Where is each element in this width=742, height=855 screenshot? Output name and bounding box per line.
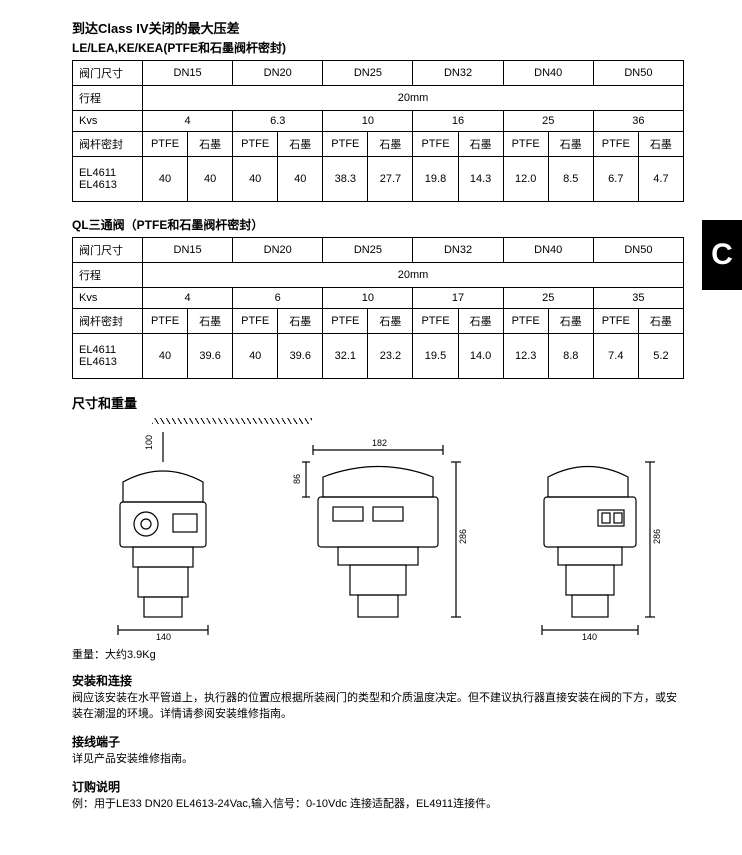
table2-subtitle: QL三通阀（PTFE和石墨阀杆密封） <box>72 216 684 233</box>
table-row: 阀门尺寸 DN15 DN20 DN25 DN32 DN40 DN50 <box>73 61 684 86</box>
pressure-table-1: 阀门尺寸 DN15 DN20 DN25 DN32 DN40 DN50 行程 20… <box>72 60 684 202</box>
order-heading: 订购说明 <box>72 778 684 795</box>
wiring-text: 详见产品安装维修指南。 <box>72 752 684 768</box>
table-row: EL4611 EL4613 4040 4040 38.327.7 19.814.… <box>73 157 684 202</box>
table-row: 阀杆密封 PTFE石墨 PTFE石墨 PTFE石墨 PTFE石墨 PTFE石墨 … <box>73 309 684 334</box>
svg-text:86: 86 <box>292 474 302 484</box>
svg-text:100: 100 <box>144 435 154 450</box>
table-row: EL4611 EL4613 4039.6 4039.6 32.123.2 19.… <box>73 334 684 379</box>
table-row: Kvs 4 6 10 17 25 35 <box>73 288 684 309</box>
pressure-table-2: 阀门尺寸 DN15 DN20 DN25 DN32 DN40 DN50 行程 20… <box>72 237 684 379</box>
svg-text:182: 182 <box>372 438 387 448</box>
actuator-rear-icon: 286 140 <box>508 432 678 642</box>
table-row: 阀门尺寸 DN15 DN20 DN25 DN32 DN40 DN50 <box>73 238 684 263</box>
order-text: 例：用于LE33 DN20 EL4613-24Vac,输入信号：0-10Vdc … <box>72 797 684 813</box>
svg-text:140: 140 <box>582 632 597 642</box>
weight-text: 重量：大约3.9Kg <box>72 646 684 662</box>
table1-subtitle: LE/LEA,KE/KEA(PTFE和石墨阀杆密封) <box>72 39 684 56</box>
dimension-drawings: 100 140 182 <box>72 432 684 642</box>
actuator-front-icon: 100 140 <box>78 432 248 642</box>
wiring-heading: 接线端子 <box>72 733 684 750</box>
table-row: 行程 20mm <box>73 263 684 288</box>
install-heading: 安装和连接 <box>72 672 684 689</box>
svg-text:286: 286 <box>458 529 468 544</box>
ceiling-hatch <box>152 418 312 424</box>
dims-heading: 尺寸和重量 <box>72 393 684 412</box>
install-text: 阀应该安装在水平管道上，执行器的位置应根据所装阀门的类型和介质温度决定。但不建议… <box>72 691 684 723</box>
table-row: 阀杆密封 PTFE石墨 PTFE石墨 PTFE石墨 PTFE石墨 PTFE石墨 … <box>73 132 684 157</box>
svg-text:286: 286 <box>652 529 662 544</box>
table1-title: 到达Class IV关闭的最大压差 <box>72 18 684 37</box>
svg-text:140: 140 <box>156 632 171 642</box>
actuator-side-icon: 182 286 86 <box>278 432 478 642</box>
section-tab: C <box>702 220 742 290</box>
table-row: 行程 20mm <box>73 86 684 111</box>
table-row: Kvs 4 6.3 10 16 25 36 <box>73 111 684 132</box>
